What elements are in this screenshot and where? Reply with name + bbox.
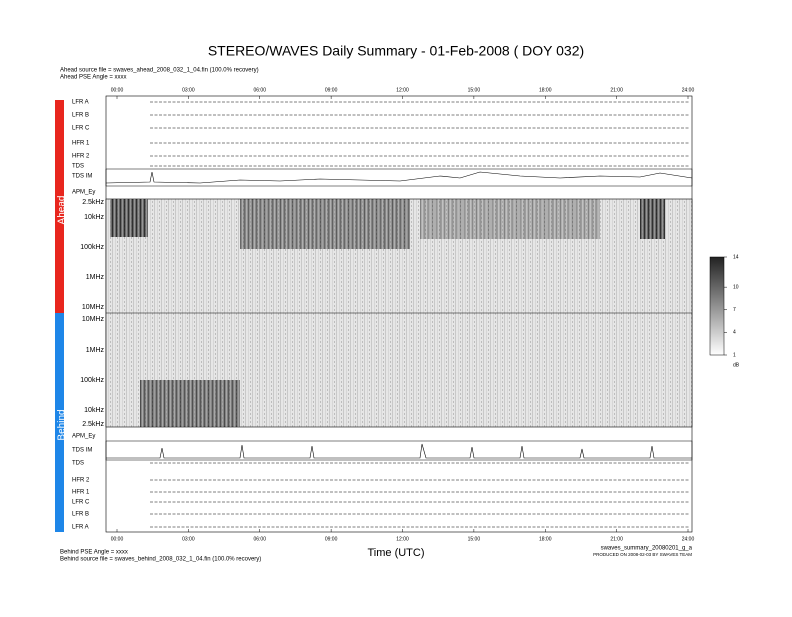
colorbar-tick-label: 7 bbox=[733, 307, 736, 313]
time-tick-label: 15:00 bbox=[468, 536, 481, 542]
ahead-bar bbox=[55, 100, 64, 313]
freq-label: 10MHz bbox=[82, 304, 105, 311]
row-label: HFR 2 bbox=[72, 478, 90, 484]
time-tick-label: 18:00 bbox=[539, 536, 552, 542]
colorbar-unit: dB bbox=[733, 362, 740, 368]
side-label: Ahead bbox=[57, 196, 68, 225]
freq-label: 10kHz bbox=[84, 214, 104, 221]
time-tick-label: 06:00 bbox=[253, 536, 266, 542]
freq-label: 100kHz bbox=[80, 377, 104, 384]
row-label: HFR 1 bbox=[72, 490, 90, 496]
time-tick-label: 09:00 bbox=[325, 87, 338, 93]
side-label: Behind bbox=[57, 409, 68, 440]
freq-label: 2.5kHz bbox=[82, 421, 104, 428]
time-tick-label: 00:00 bbox=[111, 536, 124, 542]
colorbar-tick-label: 14 bbox=[733, 254, 739, 260]
footer: Behind PSE Angle = xxxx bbox=[60, 550, 128, 556]
time-tick-label: 09:00 bbox=[325, 536, 338, 542]
row-label: LFR A bbox=[72, 525, 89, 531]
tds-im-trace bbox=[106, 443, 692, 459]
row-label: LFR C bbox=[72, 126, 90, 132]
time-tick-label: 21:00 bbox=[610, 536, 623, 542]
title: STEREO/WAVES Daily Summary - 01-Feb-2008… bbox=[208, 43, 584, 59]
row-label: TDS bbox=[72, 461, 84, 467]
time-tick-label: 24:00 bbox=[682, 87, 695, 93]
freq-label: 10MHz bbox=[82, 316, 105, 323]
colorbar-tick-label: 4 bbox=[733, 330, 736, 336]
row-label: LFR C bbox=[72, 500, 90, 506]
time-tick-label: 21:00 bbox=[610, 87, 623, 93]
freq-label: 100kHz bbox=[80, 244, 104, 251]
footer: PRODUCED ON 2008-02-03 BY SWAVES TEAM bbox=[593, 552, 692, 557]
time-tick-label: 03:00 bbox=[182, 536, 195, 542]
footer: Behind source file = swaves_behind_2008_… bbox=[60, 557, 261, 563]
bursts bbox=[110, 199, 665, 427]
time-tick-label: 24:00 bbox=[682, 536, 695, 542]
row-label: APM_Ey bbox=[72, 190, 95, 196]
row-label: HFR 2 bbox=[72, 154, 90, 160]
tds-im-box bbox=[105, 168, 693, 187]
freq-label: 10kHz bbox=[84, 407, 104, 414]
time-tick-label: 03:00 bbox=[182, 87, 195, 93]
time-tick-label: 06:00 bbox=[253, 87, 266, 93]
time-tick-label: 12:00 bbox=[396, 87, 409, 93]
time-tick-label: 18:00 bbox=[539, 87, 552, 93]
x-label: Time (UTC) bbox=[367, 547, 424, 559]
ahead-info: Ahead source file = swaves_ahead_2008_03… bbox=[60, 68, 259, 74]
colorbar-tick-label: 10 bbox=[733, 284, 739, 290]
tds-im-box bbox=[105, 440, 693, 461]
row-label: LFR A bbox=[72, 100, 89, 106]
footer: swaves_summary_20080201_g_a bbox=[601, 546, 693, 552]
freq-label: 2.5kHz bbox=[82, 199, 104, 206]
colorbar bbox=[709, 256, 725, 356]
ahead-info: Ahead PSE Angle = xxxx bbox=[60, 75, 127, 81]
tds-im-trace bbox=[105, 171, 693, 184]
time-tick-label: 00:00 bbox=[111, 87, 124, 93]
colorbar-tick-label: 1 bbox=[733, 352, 736, 358]
row-label: HFR 1 bbox=[72, 141, 90, 147]
row-label: TDS IM bbox=[72, 174, 92, 180]
row-label: TDS IM bbox=[72, 448, 92, 454]
freq-label: 1MHz bbox=[86, 274, 105, 281]
row-label: APM_Ey bbox=[72, 434, 95, 440]
row-label: LFR B bbox=[72, 113, 89, 119]
behind-bar bbox=[55, 313, 64, 532]
freq-label: 1MHz bbox=[86, 347, 105, 354]
time-tick-label: 12:00 bbox=[396, 536, 409, 542]
row-label: TDS bbox=[72, 164, 84, 170]
time-tick-label: 15:00 bbox=[468, 87, 481, 93]
row-label: LFR B bbox=[72, 512, 89, 518]
